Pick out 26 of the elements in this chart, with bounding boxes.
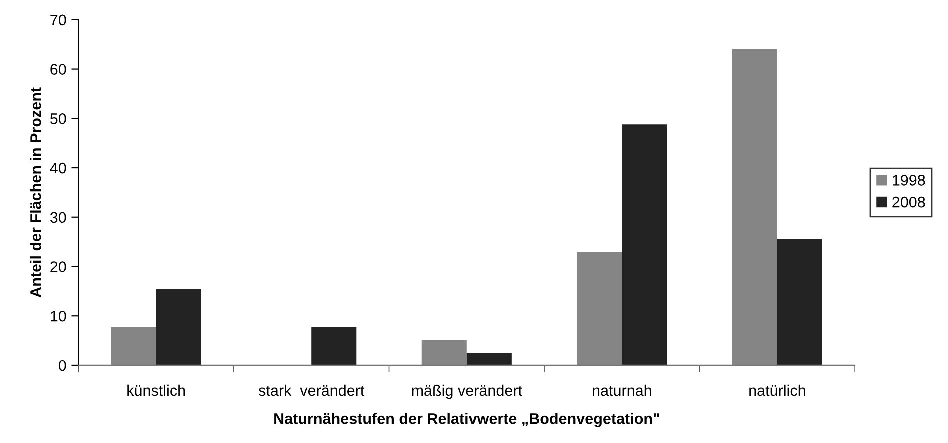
y-tick-label: 0 [58, 360, 66, 372]
bar [777, 239, 822, 366]
bar [156, 289, 202, 366]
y-tick-label: 40 [50, 162, 66, 174]
y-tick-label: 20 [50, 262, 66, 272]
bar [622, 124, 668, 366]
bar [422, 340, 467, 366]
x-tick-label: künstlich [128, 384, 186, 396]
bar [312, 327, 357, 366]
bar [111, 327, 156, 366]
x-tick-label: stark verändert [258, 384, 365, 396]
y-tick-label: 70 [50, 14, 66, 26]
x-tick-label: mäßig verändert [412, 384, 522, 400]
y-axis-title: Anteil der Flächen in Prozent [30, 88, 42, 298]
bar [732, 49, 778, 366]
x-axis-title: Naturnähestufen der Relativwerte „Bodenvegetation" [274, 413, 660, 428]
bar [466, 353, 512, 366]
legend-label: 1998 [893, 175, 926, 186]
y-tick-label: 60 [50, 64, 66, 75]
x-tick-label: naturnah [593, 384, 652, 396]
y-tick-label: 10 [51, 310, 66, 322]
bar [577, 252, 622, 366]
legend-label: 2008 [892, 196, 926, 208]
x-tick-label: natürlich [750, 384, 806, 396]
y-tick-label: 50 [50, 114, 66, 124]
y-tick-label: 30 [50, 212, 66, 224]
